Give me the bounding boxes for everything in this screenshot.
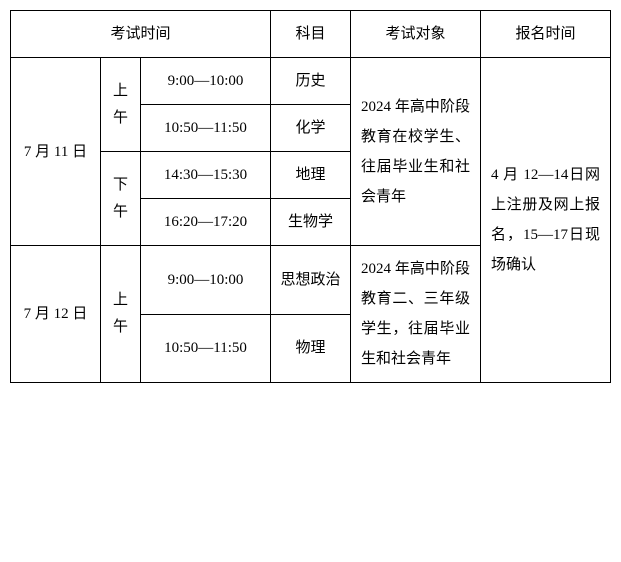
cell-time: 10:50—11:50 [141, 105, 271, 152]
cell-time: 14:30—15:30 [141, 152, 271, 199]
cell-time: 9:00—10:00 [141, 58, 271, 105]
cell-subject: 化学 [271, 105, 351, 152]
cell-target-day2: 2024 年高中阶段教育二、三年级学生，往届毕业生和社会青年 [351, 246, 481, 383]
cell-subject: 物理 [271, 314, 351, 383]
cell-subject: 地理 [271, 152, 351, 199]
cell-ampm-day1-am: 上午 [101, 58, 141, 152]
ampm-label: 下午 [113, 177, 128, 220]
cell-subject: 生物学 [271, 199, 351, 246]
cell-ampm-day1-pm: 下午 [101, 152, 141, 246]
header-register-time: 报名时间 [481, 11, 611, 58]
cell-date-day1: 7 月 11 日 [11, 58, 101, 246]
cell-subject: 历史 [271, 58, 351, 105]
cell-date-day2: 7 月 12 日 [11, 246, 101, 383]
exam-schedule-table: 考试时间 科目 考试对象 报名时间 7 月 11 日 上午 9:00—10:00… [10, 10, 611, 383]
table-row: 7 月 11 日 上午 9:00—10:00 历史 2024 年高中阶段教育在校… [11, 58, 611, 105]
cell-register-time: 4 月 12—14日网上注册及网上报名，15—17日现场确认 [481, 58, 611, 383]
cell-time: 10:50—11:50 [141, 314, 271, 383]
header-exam-target: 考试对象 [351, 11, 481, 58]
header-exam-time: 考试时间 [11, 11, 271, 58]
cell-subject: 思想政治 [271, 246, 351, 315]
cell-target-day1: 2024 年高中阶段教育在校学生、往届毕业生和社会青年 [351, 58, 481, 246]
ampm-label: 上午 [113, 83, 128, 126]
ampm-label: 上午 [113, 292, 128, 335]
cell-time: 9:00—10:00 [141, 246, 271, 315]
header-subject: 科目 [271, 11, 351, 58]
cell-ampm-day2-am: 上午 [101, 246, 141, 383]
cell-time: 16:20—17:20 [141, 199, 271, 246]
table-header-row: 考试时间 科目 考试对象 报名时间 [11, 11, 611, 58]
